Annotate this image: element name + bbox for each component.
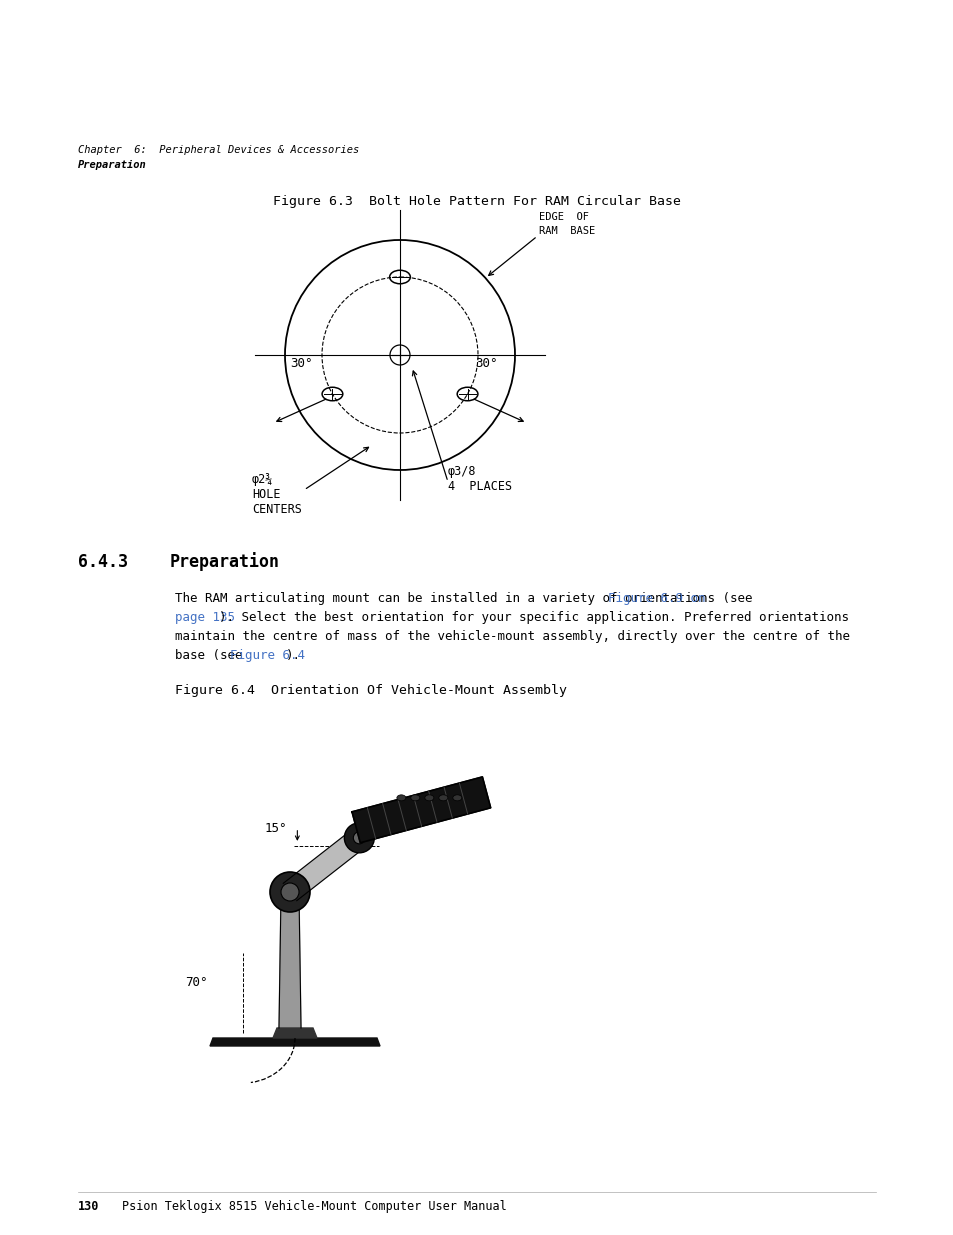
Text: 4  PLACES: 4 PLACES — [448, 480, 512, 493]
Polygon shape — [352, 777, 490, 842]
Text: Chapter  6:  Peripheral Devices & Accessories: Chapter 6: Peripheral Devices & Accessor… — [78, 144, 359, 156]
Polygon shape — [273, 1028, 316, 1037]
Text: EDGE  OF: EDGE OF — [538, 212, 589, 222]
Text: base (see: base (see — [174, 650, 250, 662]
Text: Psion Teklogix 8515 Vehicle-Mount Computer User Manual: Psion Teklogix 8515 Vehicle-Mount Comput… — [122, 1200, 506, 1213]
Text: 6.4.3: 6.4.3 — [78, 553, 128, 571]
Text: Figure 6.3  Bolt Hole Pattern For RAM Circular Base: Figure 6.3 Bolt Hole Pattern For RAM Cir… — [273, 195, 680, 207]
Text: maintain the centre of mass of the vehicle-mount assembly, directly over the cen: maintain the centre of mass of the vehic… — [174, 630, 849, 643]
Text: 70°: 70° — [185, 976, 208, 989]
Text: Preparation: Preparation — [170, 552, 280, 571]
Text: CENTERS: CENTERS — [252, 503, 301, 516]
Text: Figure 6.4: Figure 6.4 — [231, 650, 305, 662]
Text: 30°: 30° — [475, 357, 497, 370]
Text: 30°: 30° — [290, 357, 313, 370]
Text: 130: 130 — [78, 1200, 99, 1213]
Ellipse shape — [396, 795, 405, 800]
Polygon shape — [283, 829, 366, 900]
Text: Figure 6.9 on: Figure 6.9 on — [607, 592, 704, 605]
Text: The RAM articulating mount can be installed in a variety of orientations (see: The RAM articulating mount can be instal… — [174, 592, 760, 605]
Ellipse shape — [424, 795, 434, 800]
Circle shape — [281, 883, 298, 902]
Polygon shape — [278, 895, 301, 1028]
Text: Preparation: Preparation — [78, 161, 147, 170]
Ellipse shape — [438, 795, 447, 800]
Text: page 135: page 135 — [174, 611, 234, 624]
Text: RAM  BASE: RAM BASE — [538, 226, 595, 236]
Ellipse shape — [453, 795, 461, 800]
Polygon shape — [210, 1037, 379, 1046]
Text: Figure 6.4  Orientation Of Vehicle-Mount Assembly: Figure 6.4 Orientation Of Vehicle-Mount … — [174, 684, 566, 697]
Circle shape — [344, 823, 374, 853]
Text: ).: ). — [286, 650, 301, 662]
Text: 15°: 15° — [264, 821, 287, 835]
Ellipse shape — [411, 795, 419, 800]
Circle shape — [353, 832, 365, 844]
Text: HOLE: HOLE — [252, 488, 280, 501]
Text: φ2¾: φ2¾ — [252, 473, 274, 487]
Circle shape — [270, 872, 310, 911]
Text: ). Select the best orientation for your specific application. Preferred orientat: ). Select the best orientation for your … — [219, 611, 848, 624]
Text: φ3/8: φ3/8 — [448, 466, 476, 478]
